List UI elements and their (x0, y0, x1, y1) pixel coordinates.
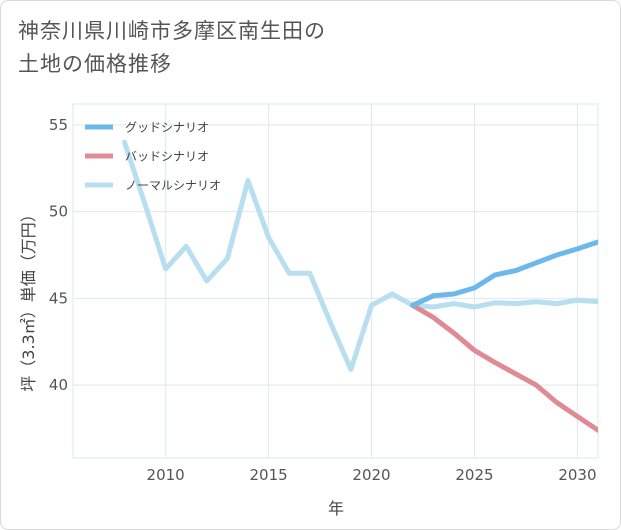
y-tick-label: 55 (49, 116, 68, 134)
series-line-2 (410, 302, 598, 433)
x-tick-label: 2020 (352, 466, 390, 484)
grid (72, 103, 599, 459)
chart-title-line-1: 神奈川県川崎市多摩区南生田の (18, 19, 326, 43)
series-line-1 (410, 239, 598, 308)
legend-label: バッドシナリオ (125, 150, 209, 164)
series-lines (122, 139, 598, 433)
chart-title: 神奈川県川崎市多摩区南生田の 土地の価格推移 (18, 15, 438, 81)
x-tick-label: 2030 (558, 466, 596, 484)
legend-label: グッドシナリオ (125, 121, 209, 135)
chart-title-line-2: 土地の価格推移 (18, 52, 172, 76)
axis-ticks: 2010 2015 2020 2025 2030 40 45 50 55 (49, 116, 597, 484)
y-axis-title: 坪（3.3㎡）単価（万円） (19, 206, 38, 391)
x-tick-label: 2015 (249, 466, 287, 484)
y-tick-label: 45 (49, 289, 68, 307)
y-tick-label: 50 (49, 203, 68, 221)
x-axis-title: 年 (328, 499, 344, 518)
series-line-3 (122, 139, 598, 372)
x-tick-label: 2025 (455, 466, 493, 484)
legend-label: ノーマルシナリオ (125, 179, 221, 193)
x-tick-label: 2010 (147, 466, 185, 484)
y-tick-label: 40 (49, 376, 68, 394)
plot-area-frame (72, 103, 599, 459)
